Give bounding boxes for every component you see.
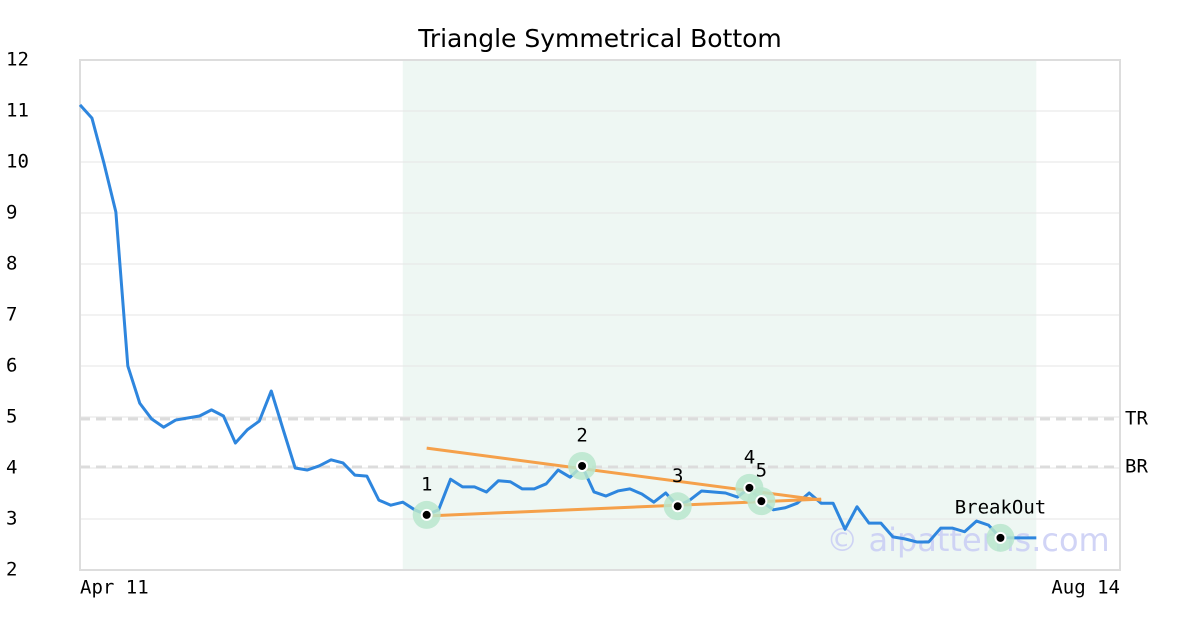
y-tick-label: 4: [6, 457, 17, 479]
x-tick-label: Aug 14: [1051, 577, 1120, 599]
point-label: 4: [744, 446, 755, 468]
point-label: BreakOut: [955, 496, 1047, 518]
y-tick-label: 2: [6, 559, 17, 581]
point-label: 1: [421, 473, 432, 495]
point-label: 5: [756, 460, 767, 482]
y-tick-label: 11: [6, 100, 29, 122]
y-tick-label: 9: [6, 202, 17, 224]
y-tick-label: 6: [6, 355, 17, 377]
level-label: BR: [1125, 455, 1148, 477]
point-dot: [671, 500, 684, 513]
price-line: [78, 103, 1037, 544]
y-tick-label: 10: [6, 151, 29, 173]
point-dot: [743, 481, 756, 494]
point-label: 3: [672, 465, 683, 487]
point-dot: [755, 495, 768, 508]
point-dot: [420, 508, 433, 521]
y-tick-label: 12: [6, 49, 29, 71]
point-label: 2: [576, 424, 587, 446]
plot-border: [79, 59, 1121, 571]
y-tick-label: 8: [6, 253, 17, 275]
point-dot: [576, 459, 589, 472]
chart-title: Triangle Symmetrical Bottom: [417, 24, 782, 53]
point-dot: [994, 531, 1007, 544]
y-tick-label: 5: [6, 406, 17, 428]
level-label: TR: [1125, 408, 1148, 430]
x-tick-label: Apr 11: [80, 577, 149, 599]
y-tick-label: 3: [6, 508, 17, 530]
y-tick-label: 7: [6, 304, 17, 326]
